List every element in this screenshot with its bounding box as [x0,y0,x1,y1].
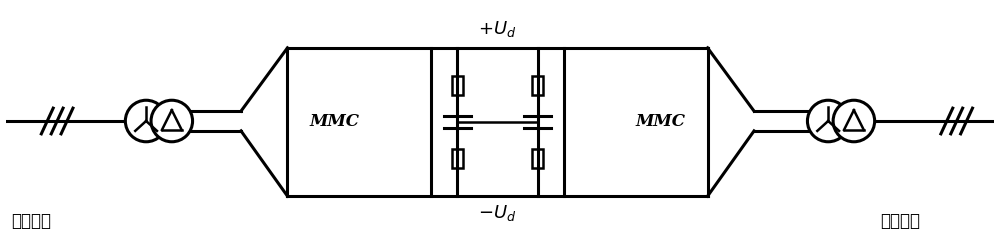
Bar [452,76,463,95]
Text: MMC: MMC [636,113,686,130]
Bar [452,149,463,168]
Text: $+U_d$: $+U_d$ [478,19,517,39]
Text: 交流母线: 交流母线 [11,212,51,230]
Bar [532,76,543,95]
Bar [532,149,543,168]
Circle shape [125,100,167,142]
Circle shape [807,100,849,142]
Text: 交流母线: 交流母线 [880,212,920,230]
Circle shape [833,100,875,142]
Text: $-U_d$: $-U_d$ [478,203,517,223]
Text: MMC: MMC [309,113,359,130]
Circle shape [151,100,193,142]
